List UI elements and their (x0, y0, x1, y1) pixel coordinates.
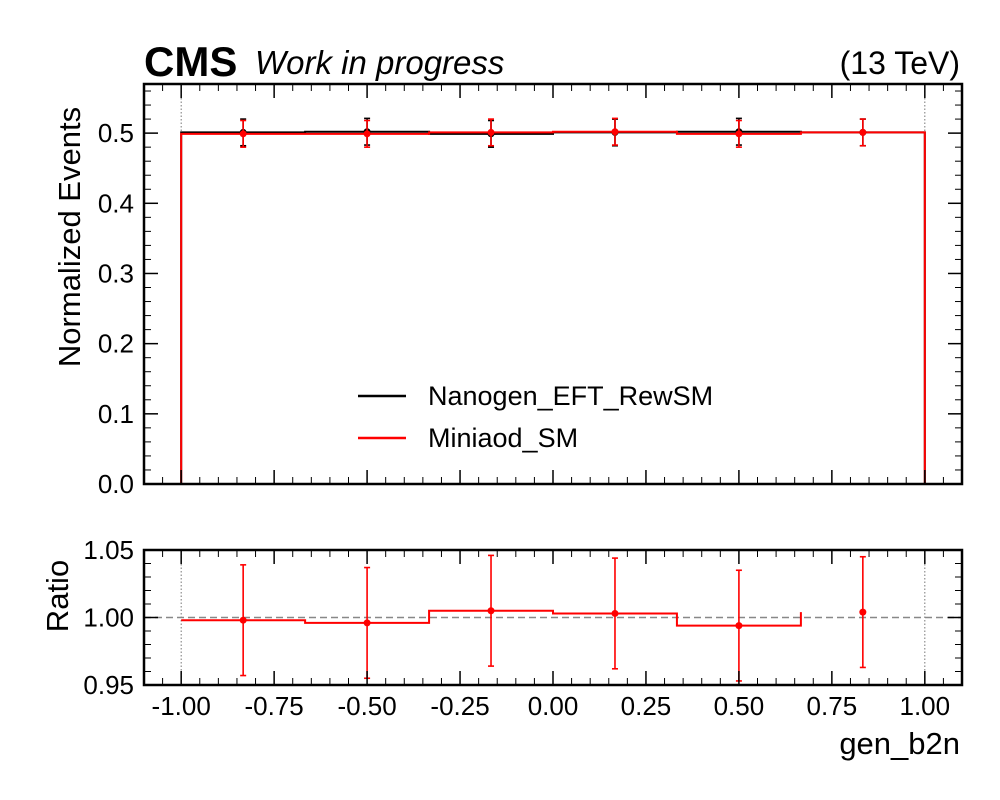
x-tick-label-3: -0.25 (430, 691, 489, 721)
x-tick-label-7: 0.75 (807, 691, 858, 721)
ratio-panel: 0.95 1.00 1.05 -1.00 -0.75 -0.50 -0.25 0.00 0.25… (83, 535, 964, 721)
y-tick-label-main-0: 0.0 (98, 469, 134, 499)
x-tick-label-5: 0.25 (621, 691, 672, 721)
y-axis-title-ratio: Ratio (40, 560, 75, 632)
y-tick-label-ratio-1: 1.00 (83, 603, 134, 633)
x-axis-title: gen_b2n (839, 726, 960, 761)
x-tick-label-2: -0.50 (337, 691, 396, 721)
histogram-Miniaod_SM (180, 130, 926, 484)
ratio-step (181, 609, 802, 627)
experiment-label: CMS (144, 38, 237, 85)
y-tick-label-ratio-2: 1.05 (83, 535, 134, 565)
x-tick-label-0: -1.00 (152, 691, 211, 721)
y-tick-label-ratio-0: 0.95 (83, 670, 134, 700)
main-panel: 0.0 0.1 0.2 0.3 0.4 0.5 Nanogen_EFT_RewSM Minia… (98, 82, 964, 499)
y-tick-label-main-3: 0.3 (98, 258, 134, 288)
point-Miniaod_SM-5 (859, 128, 867, 136)
point-Miniaod_SM-3 (611, 128, 619, 136)
ratio-point-5 (859, 608, 867, 616)
ratio-point-1 (363, 619, 371, 627)
y-tick-label-main-4: 0.4 (98, 188, 134, 218)
energy-label: (13 TeV) (840, 45, 960, 81)
point-Miniaod_SM-1 (363, 130, 371, 138)
y-tick-label-main-1: 0.1 (98, 399, 134, 429)
ratio-point-4 (735, 622, 743, 630)
ratio-point-3 (611, 609, 619, 617)
point-Miniaod_SM-0 (239, 130, 247, 138)
status-label: Work in progress (255, 44, 504, 81)
x-tick-label-8: 1.00 (900, 691, 951, 721)
x-tick-label-6: 0.50 (714, 691, 765, 721)
ratio-point-2 (487, 607, 495, 615)
y-tick-label-main-2: 0.2 (98, 329, 134, 359)
point-Miniaod_SM-4 (735, 130, 743, 138)
legend-label-Nanogen_EFT_RewSM: Nanogen_EFT_RewSM (428, 381, 713, 411)
legend-label-Miniaod_SM: Miniaod_SM (428, 423, 578, 453)
y-tick-label-main-5: 0.5 (98, 118, 134, 148)
ratio-point-0 (239, 616, 247, 624)
x-tick-label-4: 0.00 (528, 691, 579, 721)
x-tick-label-1: -0.75 (245, 691, 304, 721)
point-Miniaod_SM-2 (487, 128, 495, 136)
y-axis-title-main: Normalized Events (52, 107, 87, 367)
